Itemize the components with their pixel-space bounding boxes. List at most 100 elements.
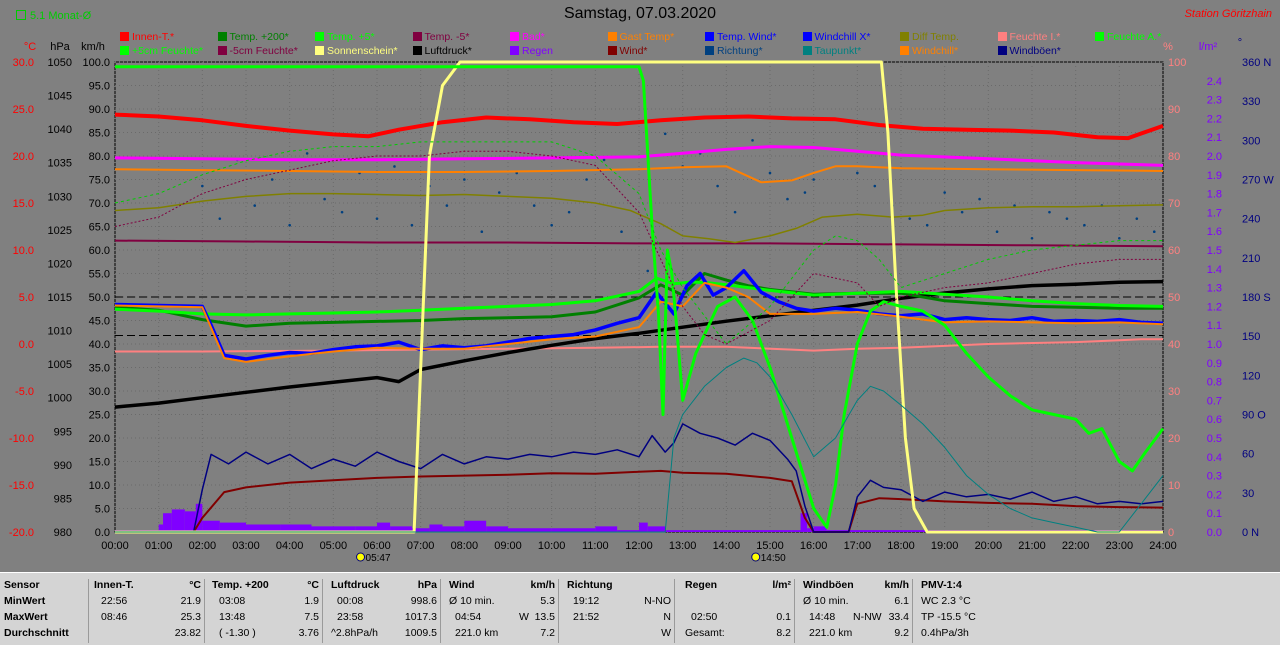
direction-point — [1152, 230, 1156, 234]
rain-bar — [311, 526, 356, 532]
series-line — [114, 279, 1164, 409]
tick-percent: 60 — [1168, 245, 1180, 257]
rain-bar — [158, 524, 164, 532]
legend-label: Diff Temp. — [912, 31, 959, 43]
legend-swatch — [705, 32, 714, 41]
legend-label: Sonnenschein* — [327, 45, 398, 57]
direction-point — [323, 197, 326, 201]
tick-hpa: 995 — [54, 426, 72, 438]
direction-point — [803, 191, 807, 194]
luftdruck-max-time: 23:58 — [337, 611, 364, 623]
tick-celsius: 0.0 — [19, 339, 34, 351]
innen-min: 21.9 — [180, 595, 201, 607]
direction-point — [620, 230, 623, 234]
tick-celsius: 30.0 — [13, 57, 34, 69]
legend-swatch — [217, 32, 227, 41]
legend-label: Innen-T.* — [132, 31, 175, 43]
windboeen-avg10: 6.1 — [894, 595, 909, 607]
tick-time: 21:00 — [1018, 540, 1046, 552]
sunset-icon — [751, 552, 761, 562]
luftdruck-avg-note: ^2.8hPa/h — [331, 627, 378, 639]
tick-lm2: 1.5 — [1207, 245, 1222, 257]
stats-regen: Regen l/m² 02:50 0.1 Gesamt: 8.2 — [674, 579, 795, 643]
direction-point — [663, 132, 667, 136]
regen-unit: l/m² — [772, 579, 791, 591]
tick-kmh: 35.0 — [89, 363, 110, 375]
tick-hpa: 990 — [54, 460, 72, 472]
series-line — [114, 239, 1164, 248]
tick-percent: 40 — [1168, 339, 1180, 351]
stats-wind: Wind km/h Ø 10 min. 5.3 04:54 W 13.5 221.0 k… — [440, 579, 559, 643]
rain-bar — [411, 528, 430, 532]
tick-deg: 0 N — [1242, 527, 1259, 539]
legend-item: Luftdruck* — [412, 45, 472, 57]
month-average-toggle[interactable]: 5.1 Monat-Ø — [16, 10, 91, 22]
axis-header-celsius: °C — [24, 41, 36, 53]
pmv-title: PMV-1:4 — [921, 579, 962, 591]
direction-point — [856, 171, 859, 175]
direction-point — [960, 210, 964, 214]
temp200-min: 1.9 — [304, 595, 319, 607]
rain-bar — [791, 530, 801, 532]
stats-labels: Sensor MinWert MaxWert Durchschnitt — [4, 579, 88, 643]
legend-swatch — [120, 32, 129, 41]
wind-max-time: 04:54 — [455, 611, 482, 623]
sunrise-icon — [356, 552, 366, 562]
legend-label: Bad* — [522, 31, 545, 43]
legend-swatch — [1095, 32, 1104, 41]
wind-avg10-label: Ø 10 min. — [449, 595, 495, 607]
direction-point — [410, 223, 414, 227]
series-line — [114, 150, 1163, 345]
direction-point — [716, 184, 719, 188]
legend-item: Temp. +5* — [315, 31, 375, 43]
legend-item: Diff Temp. — [900, 31, 959, 43]
legend-label: Windchill* — [912, 45, 959, 57]
tick-time: 04:00 — [276, 540, 304, 552]
temp200-max: 7.5 — [304, 611, 319, 623]
tick-lm2: 1.2 — [1207, 301, 1222, 313]
rain-bar — [486, 526, 508, 532]
tick-hpa: 1040 — [48, 124, 72, 136]
tick-hpa: 1000 — [48, 393, 72, 405]
legend-label: Taupunkt* — [814, 45, 862, 57]
tick-deg: 300 — [1242, 135, 1260, 147]
tick-time: 06:00 — [363, 540, 391, 552]
tick-hpa: 1030 — [48, 191, 72, 203]
month-average-label: 5.1 Monat-Ø — [30, 10, 92, 22]
tick-deg: 120 — [1242, 370, 1260, 382]
tick-lm2: 2.2 — [1207, 113, 1222, 125]
tick-lm2: 0.6 — [1207, 414, 1222, 426]
tick-hpa: 980 — [54, 527, 72, 539]
tick-kmh: 80.0 — [89, 151, 110, 163]
temp200-min-time: 03:08 — [219, 595, 246, 607]
legend-item: Feuchte A.* — [1095, 31, 1161, 43]
legend-swatch — [510, 32, 519, 41]
tick-lm2: 0.1 — [1207, 508, 1222, 520]
tick-celsius: 20.0 — [13, 151, 34, 163]
direction-point — [812, 178, 815, 181]
stats-pmv: PMV-1:4 WC 2.3 °C TP -15.5 °C 0.4hPa/3h — [912, 579, 1003, 643]
direction-point — [375, 217, 379, 220]
tick-percent: 20 — [1168, 433, 1180, 445]
tick-lm2: 0.9 — [1207, 358, 1222, 370]
tick-kmh: 10.0 — [89, 480, 110, 492]
direction-point — [925, 223, 929, 227]
pmv-pressure-trend: 0.4hPa/3h — [921, 627, 969, 639]
tick-time: 09:00 — [494, 540, 522, 552]
legend-label: Windböen* — [1009, 45, 1061, 57]
legend-label: +5cm Feuchte* — [132, 45, 203, 57]
tick-lm2: 2.4 — [1207, 76, 1222, 88]
axis-header-hpa: hPa — [50, 41, 70, 53]
direction-point — [978, 197, 981, 201]
checkbox-icon[interactable] — [16, 10, 26, 20]
tick-hpa: 1025 — [48, 225, 72, 237]
luftdruck-max: 1017.3 — [404, 611, 437, 623]
direction-point — [768, 171, 772, 175]
direction-point — [201, 184, 204, 188]
series-line — [115, 338, 1163, 353]
legend-label: Feuchte I.* — [1009, 31, 1061, 43]
innen-title: Innen-T. — [94, 579, 134, 591]
stats-temp200: Temp. +200 °C 03:08 1.9 13:48 7.5 ( -1.30 )… — [204, 579, 323, 643]
tick-kmh: 5.0 — [95, 504, 110, 516]
temp200-avg: 3.76 — [298, 627, 319, 639]
